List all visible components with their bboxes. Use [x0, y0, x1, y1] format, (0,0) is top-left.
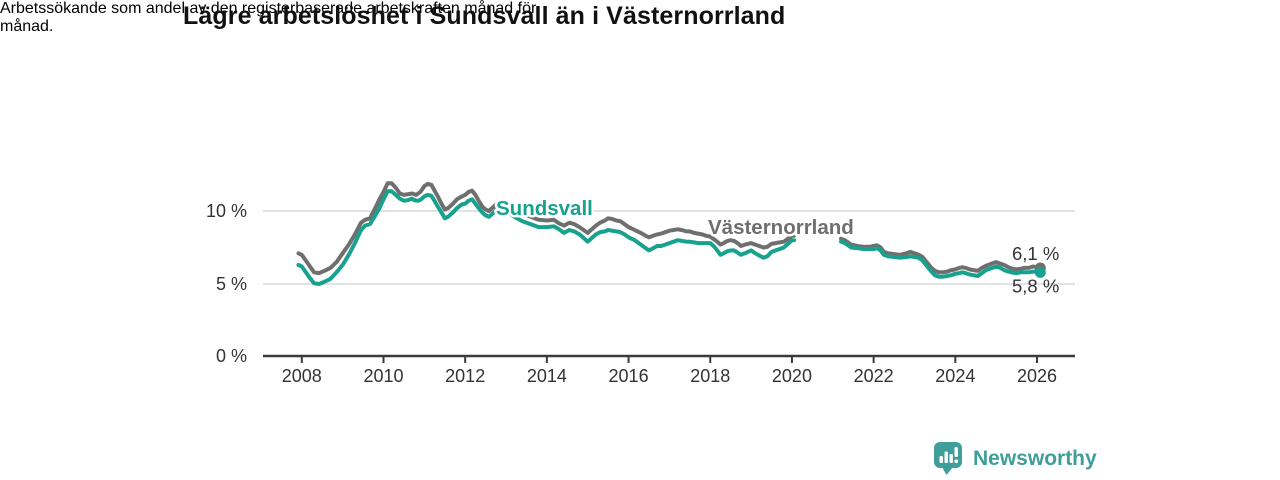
end-value-label-sundsvall: 5,8 % [1012, 275, 1059, 296]
x-tick-label: 2026 [1017, 366, 1057, 386]
end-dot-sundsvall [1034, 266, 1046, 278]
series-line-västernorrland [839, 236, 1043, 275]
bar-chart-speech-bubble-icon [934, 442, 962, 475]
x-tick-label: 2016 [609, 366, 649, 386]
series-line-sundsvall [296, 189, 796, 286]
x-tick-label: 2010 [363, 366, 403, 386]
x-tick-label: 2008 [282, 366, 322, 386]
x-tick-label: 2024 [935, 366, 975, 386]
y-tick-label: 5 % [216, 274, 247, 294]
x-tick-label: 2022 [854, 366, 894, 386]
end-value-label-västernorrland: 6,1 % [1012, 243, 1059, 264]
y-tick-label: 10 % [206, 201, 247, 221]
series-label-västernorrland: Västernorrland [708, 216, 854, 239]
series-line-sundsvall [839, 239, 1043, 279]
page-title: Lägre arbetslöshet i Sundsvall än i Väst… [183, 2, 786, 30]
x-tick-label: 2018 [690, 366, 730, 386]
chart-subtitle-line-2: månad. [0, 18, 54, 35]
chart-subtitle-line-1: Arbetssökande som andel av den registerb… [0, 0, 537, 17]
newsworthy-logo: Newsworthy [933, 441, 1097, 476]
series-label-sundsvall: Sundsvall [496, 197, 593, 220]
x-tick-label: 2020 [772, 366, 812, 386]
x-tick-label: 2014 [527, 366, 567, 386]
series-line-västernorrland [296, 181, 796, 276]
newsworthy-logo-text: Newsworthy [973, 446, 1097, 470]
x-tick-label: 2012 [445, 366, 485, 386]
y-tick-label: 0 % [216, 346, 247, 366]
